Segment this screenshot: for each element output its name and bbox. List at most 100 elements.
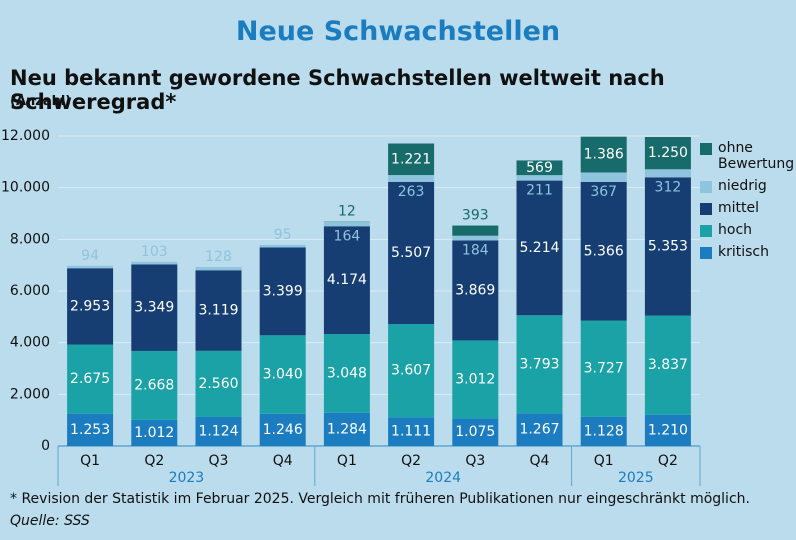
subtitle: Neu bekannt gewordene Schwachstellen wel… — [10, 66, 665, 114]
value-label: 3.040 — [263, 367, 303, 383]
legend-item: ohne Bewertung — [700, 140, 796, 172]
value-label: 5.214 — [519, 240, 559, 256]
value-label: 3.349 — [134, 300, 174, 316]
value-label: 1.075 — [455, 424, 495, 440]
bar-segment — [452, 340, 499, 419]
value-label: 1.267 — [519, 422, 559, 438]
bar-segment — [516, 160, 563, 176]
y-tick-label: 8.000 — [10, 231, 50, 247]
bar-segment — [644, 177, 691, 316]
value-label: 4.174 — [327, 272, 367, 288]
value-label: 103 — [141, 244, 168, 260]
group-label: 2024 — [425, 470, 461, 486]
x-tick-label: Q1 — [594, 453, 614, 469]
y-tick-label: 2.000 — [10, 386, 50, 402]
value-label: 3.399 — [263, 283, 303, 299]
value-label: 367 — [590, 184, 617, 200]
bar-segment — [323, 412, 370, 446]
legend-item: mittel — [700, 200, 796, 216]
bar-segment — [516, 180, 563, 316]
bar-segment — [644, 136, 691, 170]
bar-segment — [388, 324, 435, 418]
value-label: 3.869 — [455, 282, 495, 298]
value-label: 3.607 — [391, 363, 431, 379]
value-label: 393 — [462, 208, 489, 224]
bar-segment — [388, 143, 435, 176]
bar-segment — [644, 169, 691, 178]
bar-segment — [388, 181, 435, 325]
y-tick-label: 10.000 — [1, 180, 50, 196]
value-label: 2.675 — [70, 371, 110, 387]
bar-segment — [388, 417, 435, 446]
bar-segment — [195, 416, 242, 446]
bar-segment — [516, 413, 563, 446]
bar-segment — [131, 261, 178, 265]
bar-segment — [452, 418, 499, 446]
bar-segment — [323, 222, 370, 227]
y-tick-label: 12.000 — [1, 128, 50, 144]
legend-swatch — [700, 225, 712, 237]
bar-segment — [580, 320, 627, 417]
bar-segment — [452, 225, 499, 236]
y-tick-label: 6.000 — [10, 283, 50, 299]
value-label: 164 — [334, 228, 361, 244]
bar-segment — [452, 235, 499, 241]
legend-label: hoch — [718, 222, 753, 238]
legend-item: kritisch — [700, 244, 796, 260]
legend-swatch — [700, 247, 712, 259]
bar-segment — [580, 416, 627, 446]
x-tick-label: Q1 — [337, 453, 357, 469]
legend-swatch — [700, 143, 712, 155]
x-tick-label: Q2 — [658, 453, 678, 469]
x-tick-label: Q3 — [465, 453, 485, 469]
value-label: 1.124 — [198, 423, 238, 439]
value-label: 5.366 — [584, 243, 624, 259]
value-label: 2.953 — [70, 298, 110, 314]
value-label: 569 — [526, 160, 553, 176]
value-label: 2.560 — [198, 376, 238, 392]
bar-segment — [644, 315, 691, 415]
value-label: 1.221 — [391, 151, 431, 167]
bar-segment — [259, 335, 306, 414]
bar-segment — [323, 226, 370, 335]
value-label: 1.253 — [70, 422, 110, 438]
bar-segment — [67, 268, 114, 345]
value-label: 94 — [81, 248, 99, 264]
bar-segment — [67, 265, 114, 269]
y-tick-label: 0 — [41, 438, 50, 454]
legend-label: mittel — [718, 200, 760, 216]
bar-segment — [195, 266, 242, 271]
value-label: 12 — [338, 204, 356, 220]
bar-segment — [131, 350, 178, 420]
bar-segment — [131, 419, 178, 446]
value-label: 1.128 — [584, 423, 624, 439]
bar-segment — [644, 414, 691, 446]
value-label: 3.793 — [519, 356, 559, 372]
bar-segment — [259, 413, 306, 446]
value-label: 263 — [398, 184, 425, 200]
value-label: 211 — [526, 183, 553, 199]
legend-label: ohne Bewertung — [718, 140, 795, 172]
value-label: 2.668 — [134, 377, 174, 393]
footnote: * Revision der Statistik im Februar 2025… — [10, 491, 750, 507]
x-tick-label: Q4 — [530, 453, 550, 469]
bar-segment — [131, 264, 178, 351]
x-tick-label: Q1 — [80, 453, 100, 469]
x-tick-label: Q3 — [209, 453, 229, 469]
legend-label: niedrig — [718, 178, 767, 194]
value-label: 1.111 — [391, 424, 431, 440]
group-label: 2025 — [618, 470, 654, 486]
bar-segment — [516, 175, 563, 181]
title: Neue Schwachstellen — [235, 16, 561, 47]
value-label: 1.284 — [327, 421, 367, 437]
bar-segment — [195, 350, 242, 417]
legend-item: hoch — [700, 222, 796, 238]
value-label: 5.507 — [391, 245, 431, 261]
legend-swatch — [700, 181, 712, 193]
x-tick-label: Q2 — [401, 453, 421, 469]
bar-segment — [388, 175, 435, 182]
value-label: 1.012 — [134, 425, 174, 441]
value-label: 1.386 — [584, 147, 624, 163]
bar-segment — [516, 315, 563, 414]
